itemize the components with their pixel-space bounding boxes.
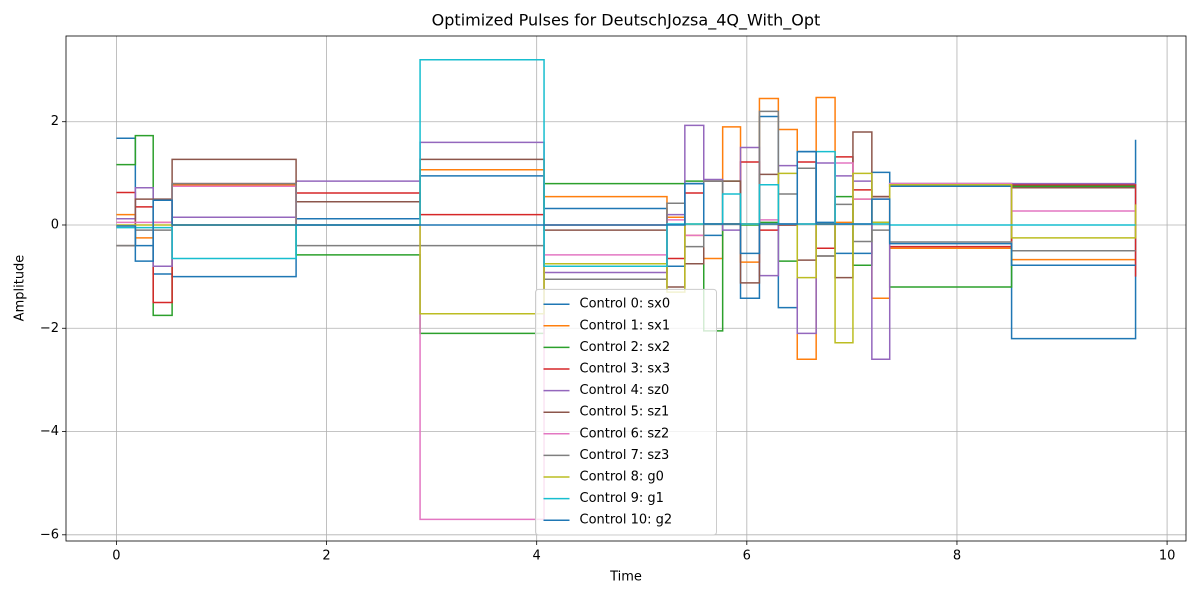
y-tick-label: −4 — [40, 424, 59, 439]
legend-label: Control 5: sz1 — [580, 405, 670, 420]
legend-label: Control 7: sz3 — [580, 448, 670, 463]
y-tick-label: −2 — [40, 321, 59, 336]
chart-title: Optimized Pulses for DeutschJozsa_4Q_Wit… — [432, 11, 821, 31]
series-line — [116, 110, 1136, 280]
legend-label: Control 3: sx3 — [580, 362, 671, 377]
y-tick-label: 2 — [51, 114, 59, 129]
x-tick-label: 10 — [1159, 549, 1176, 564]
legend-label: Control 0: sx0 — [580, 297, 671, 312]
x-tick-label: 8 — [953, 549, 961, 564]
plot-frame — [65, 35, 1187, 542]
y-tick-label: 0 — [51, 217, 59, 232]
legend-label: Control 9: g1 — [580, 491, 664, 506]
legend-label: Control 6: sz2 — [580, 426, 670, 441]
legend-label: Control 8: g0 — [580, 470, 664, 485]
y-tick-label: −6 — [40, 527, 59, 542]
legend-label: Control 4: sz0 — [580, 383, 670, 398]
x-tick-label: 6 — [743, 549, 751, 564]
legend: Control 0: sx0 Control 1: sx1 Control 2: s… — [535, 288, 717, 536]
y-axis-label: Amplitude — [13, 255, 28, 322]
x-tick-label: 0 — [112, 549, 120, 564]
legend-box — [535, 288, 717, 536]
series-line — [116, 59, 1136, 268]
legend-label: Control 1: sx1 — [580, 318, 671, 333]
x-tick-label: 2 — [322, 549, 330, 564]
series-line — [116, 150, 1136, 267]
legend-label: Control 10: g2 — [580, 513, 673, 528]
x-tick-label: 4 — [533, 549, 541, 564]
legend-label: Control 2: sx2 — [580, 340, 671, 355]
x-axis-label: Time — [609, 570, 642, 585]
